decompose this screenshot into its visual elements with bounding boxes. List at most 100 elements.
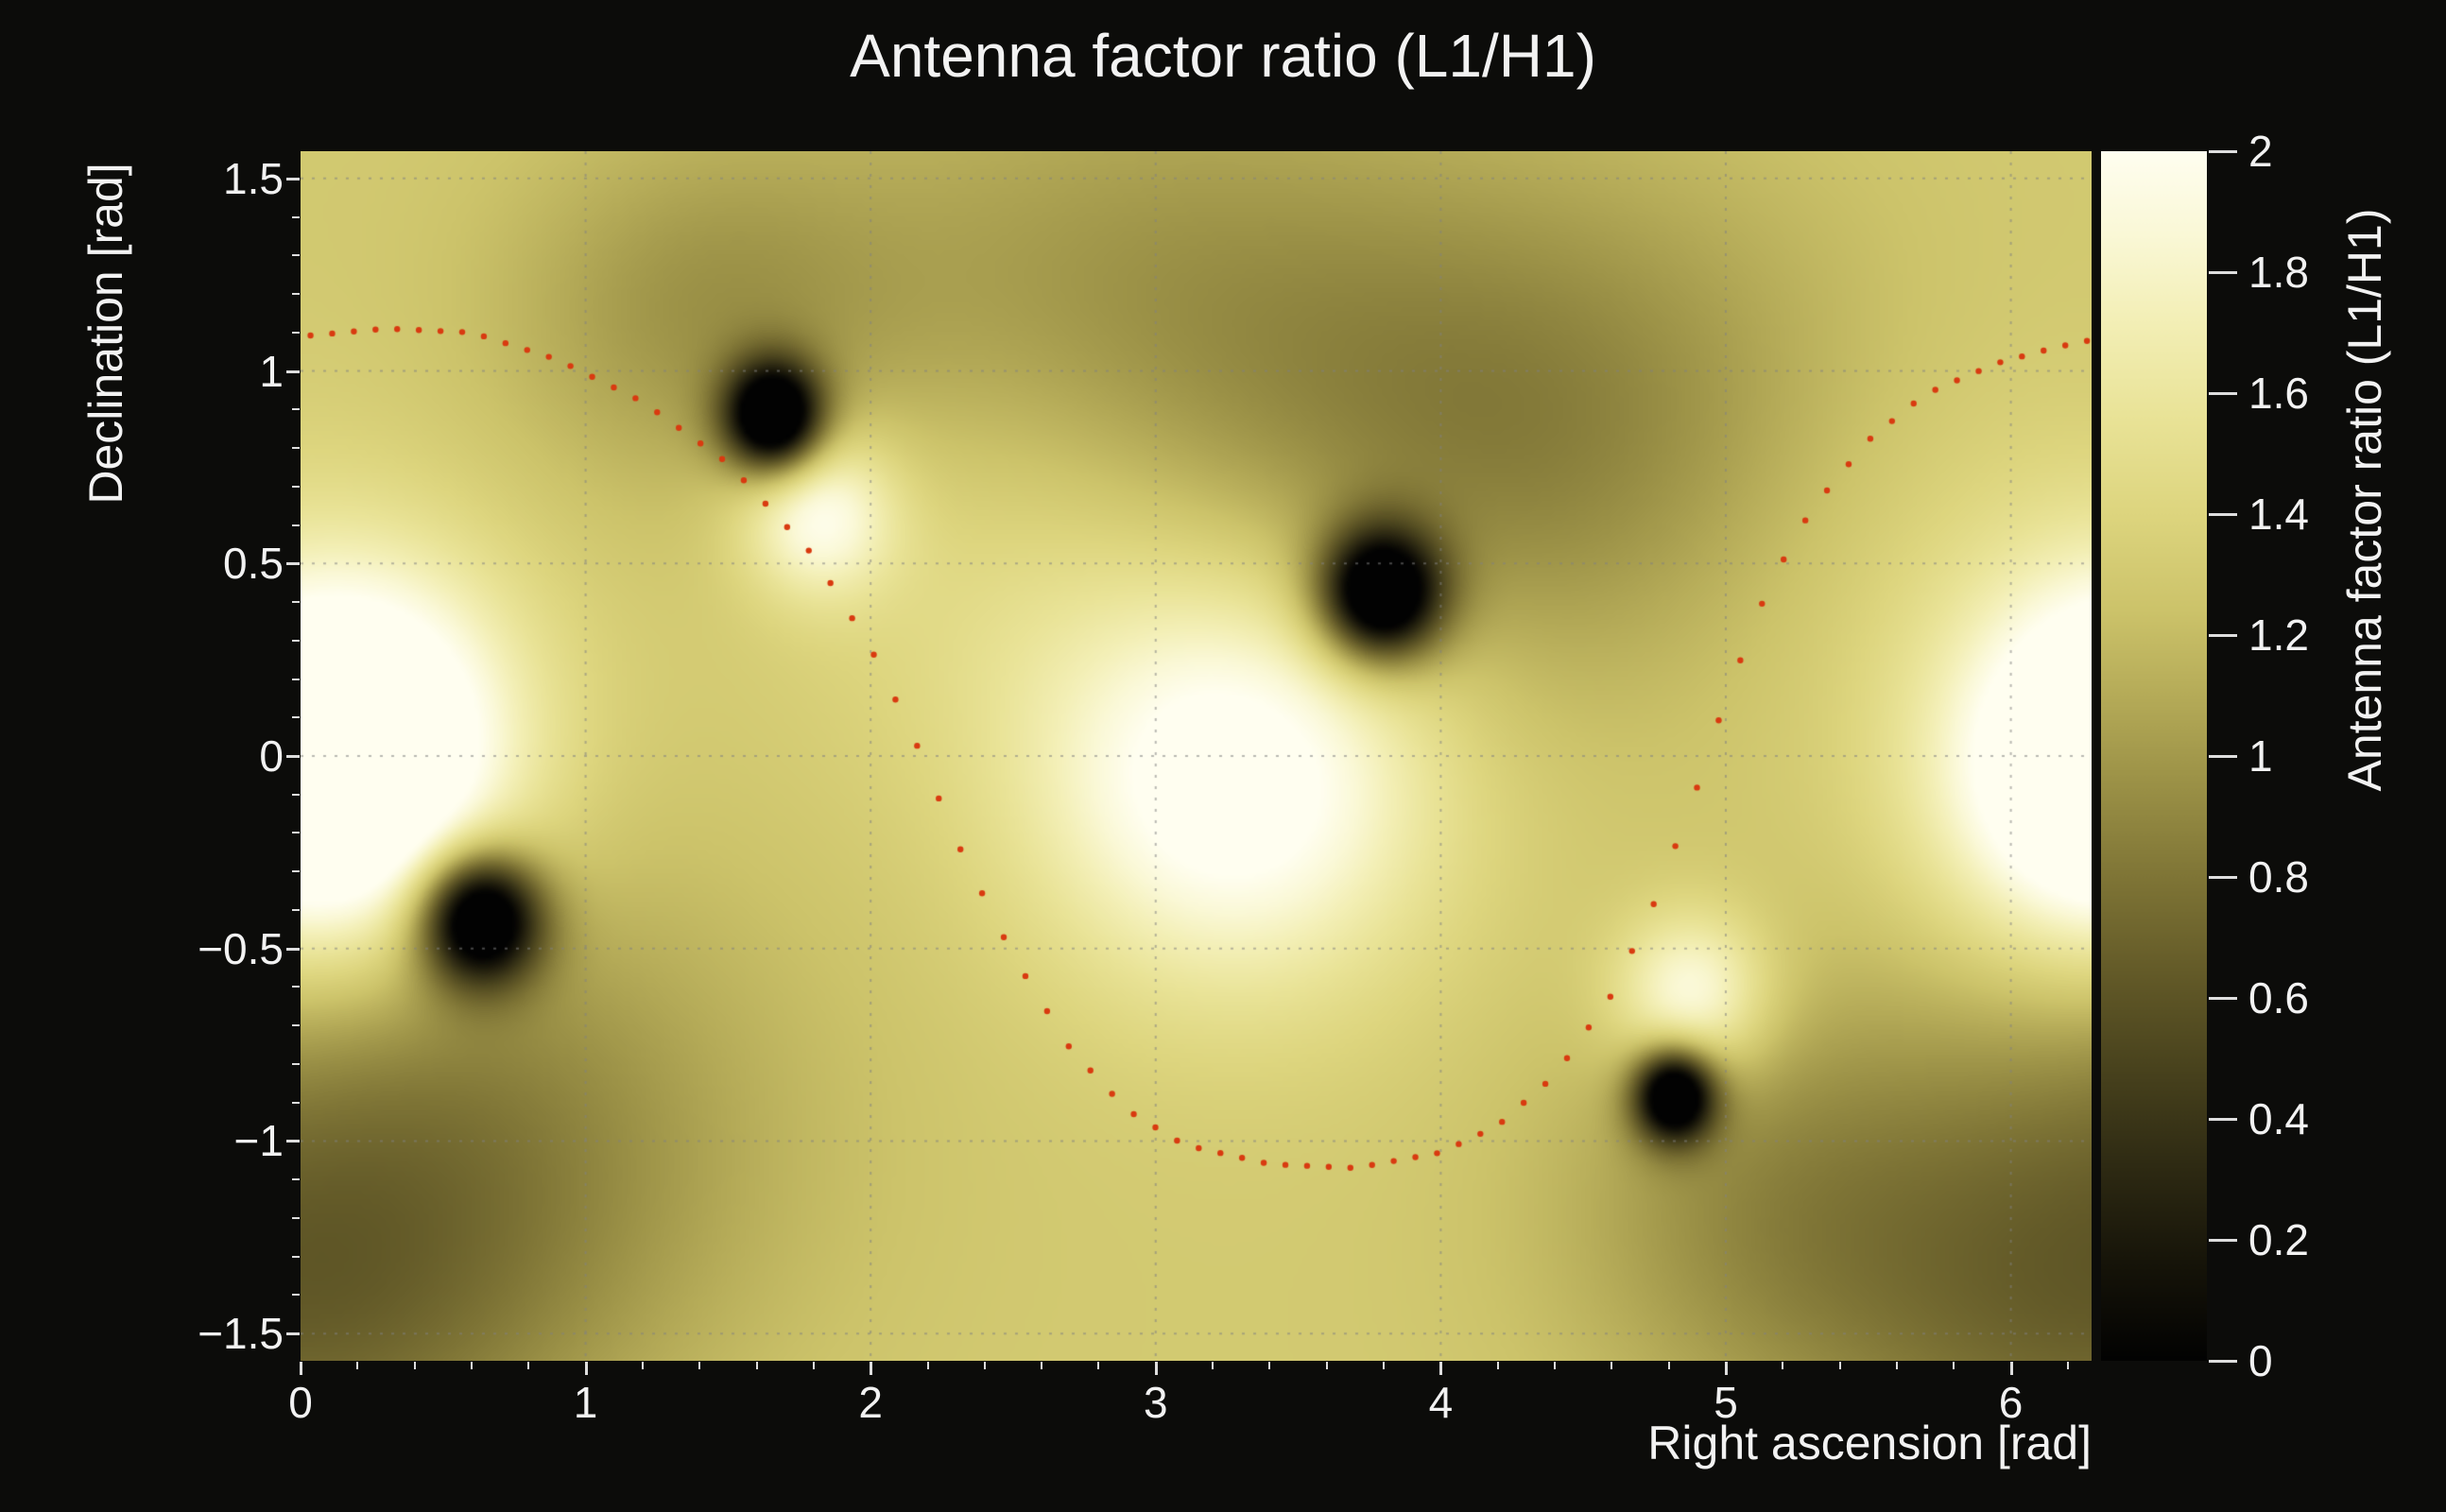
x-axis-minor-tick-mark [1554,1362,1557,1369]
x-axis-tick-mark [2009,1362,2013,1375]
colorbar-tick-mark [2209,271,2237,274]
y-axis-minor-tick-mark [292,601,300,604]
y-axis-tick-mark [286,755,300,758]
y-axis-minor-tick-mark [292,1216,300,1219]
y-axis-minor-tick-mark [292,1255,300,1258]
colorbar-tick-mark [2209,634,2237,637]
x-axis-minor-tick-mark [926,1362,929,1369]
colorbar-tick-label: 1.8 [2248,248,2309,297]
x-axis-minor-tick-mark [1782,1362,1784,1369]
x-axis-minor-tick-mark [698,1362,701,1369]
x-axis-minor-tick-mark [356,1362,359,1369]
y-tick-label: −1 [233,1116,284,1166]
x-axis-minor-tick-mark [470,1362,473,1369]
y-axis-tick-mark [286,369,300,373]
y-tick-label: 0 [259,731,284,781]
x-axis-tick-mark [870,1362,873,1375]
y-axis-tick-mark [286,947,300,951]
colorbar-tick-mark [2209,1118,2237,1121]
colorbar-tick-label: 2 [2248,127,2273,176]
x-axis-minor-tick-mark [1611,1362,1613,1369]
y-axis-minor-tick-mark [292,1178,300,1181]
x-tick-label: 4 [1428,1378,1454,1427]
colorbar-tick-label: 0 [2248,1336,2273,1385]
y-axis-tick-mark [286,1332,300,1336]
x-axis-minor-tick-mark [1325,1362,1328,1369]
x-axis-minor-tick-mark [755,1362,758,1369]
x-axis-tick-mark [1154,1362,1158,1375]
colorbar-tick-mark [2209,513,2237,516]
y-axis-minor-tick-mark [292,1101,300,1104]
x-tick-label: 2 [858,1378,883,1427]
x-axis-tick-mark [300,1362,302,1375]
x-axis-minor-tick-mark [1212,1362,1214,1369]
y-tick-label: 1 [259,346,284,396]
x-axis-minor-tick-mark [1268,1362,1271,1369]
colorbar-tick-mark [2209,1360,2237,1363]
colorbar [2101,151,2207,1361]
colorbar-tick-label: 0.8 [2248,852,2309,902]
x-axis-tick-mark [584,1362,588,1375]
y-axis-minor-tick-mark [292,254,300,257]
y-tick-label: −0.5 [198,923,284,973]
x-axis-minor-tick-mark [812,1362,815,1369]
x-axis-minor-tick-mark [413,1362,416,1369]
x-axis-minor-tick-mark [1041,1362,1043,1369]
chart-title: Antenna factor ratio (L1/H1) [850,22,1596,90]
y-axis-minor-tick-mark [292,870,300,873]
y-axis-minor-tick-mark [292,986,300,988]
y-axis-minor-tick-mark [292,408,300,411]
x-tick-label: 3 [1143,1378,1168,1427]
colorbar-tick-label: 1 [2248,731,2273,781]
y-axis-minor-tick-mark [292,524,300,526]
x-axis-minor-tick-mark [1496,1362,1499,1369]
y-axis-minor-tick-mark [292,485,300,488]
y-tick-label: −1.5 [198,1309,284,1359]
colorbar-tick-mark [2209,1239,2237,1242]
y-axis-minor-tick-mark [292,331,300,334]
x-axis-minor-tick-mark [1097,1362,1100,1369]
y-axis-minor-tick-mark [292,793,300,796]
x-axis-minor-tick-mark [1667,1362,1670,1369]
colorbar-tick-label: 1.6 [2248,369,2309,418]
y-axis-minor-tick-mark [292,1294,300,1297]
x-axis-title: Right ascension [rad] [1647,1417,2092,1469]
y-axis-tick-mark [286,562,300,566]
y-tick-label: 0.5 [223,539,284,589]
colorbar-tick-mark [2209,876,2237,879]
colorbar-tick-mark [2209,755,2237,758]
colorbar-tick-mark [2209,392,2237,395]
colorbar-tick-mark [2209,997,2237,1000]
y-axis-minor-tick-mark [292,639,300,642]
x-axis-minor-tick-mark [983,1362,986,1369]
y-axis-tick-mark [286,1140,300,1143]
colorbar-tick-label: 0.4 [2248,1094,2309,1143]
colorbar-tick-label: 1.4 [2248,490,2309,539]
x-tick-label: 5 [1714,1378,1738,1427]
y-axis-minor-tick-mark [292,908,300,911]
x-axis-minor-tick-mark [1838,1362,1841,1369]
y-axis-minor-tick-mark [292,678,300,680]
y-axis-minor-tick-mark [292,716,300,719]
x-axis-tick-mark [1724,1362,1728,1375]
colorbar-tick-label: 1.2 [2248,610,2309,660]
colorbar-tick-mark [2209,150,2237,153]
y-axis-minor-tick-mark [292,832,300,834]
y-axis-minor-tick-mark [292,1024,300,1027]
colorbar-tick-label: 0.6 [2248,973,2309,1022]
x-axis-minor-tick-mark [1953,1362,1955,1369]
x-tick-label: 6 [1998,1378,2024,1427]
heatmap-canvas [301,151,2092,1361]
y-axis-minor-tick-mark [292,447,300,450]
y-tick-label: 1.5 [223,153,284,203]
x-axis-minor-tick-mark [641,1362,644,1369]
y-axis-minor-tick-mark [292,215,300,218]
y-axis-tick-mark [286,177,300,180]
x-axis-minor-tick-mark [527,1362,530,1369]
y-axis-minor-tick-mark [292,293,300,296]
x-tick-label: 0 [288,1378,313,1427]
colorbar-tick-label: 0.2 [2248,1215,2309,1264]
x-axis-minor-tick-mark [1895,1362,1898,1369]
y-axis-minor-tick-mark [292,1062,300,1065]
